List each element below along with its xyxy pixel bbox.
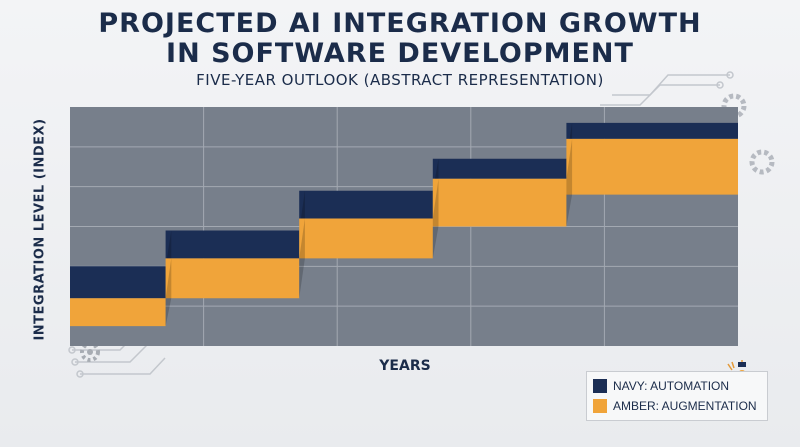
series-layer [70, 122, 738, 327]
step-riser-shadow [432, 178, 439, 259]
legend-swatch-amber [593, 399, 607, 413]
legend-label-augmentation: AMBER: AUGMENTATION [613, 399, 757, 413]
legend-label-automation: NAVY: AUTOMATION [613, 379, 730, 393]
step-riser-shadow [299, 218, 305, 299]
chart-title-line2: IN SOFTWARE DEVELOPMENT [166, 38, 634, 69]
legend-item-automation: NAVY: AUTOMATION [593, 376, 761, 396]
circuit-decoration-right [600, 71, 734, 106]
step-riser-shadow [566, 138, 573, 227]
x-axis-label: YEARS [379, 358, 431, 374]
chart-title-line1: PROJECTED AI INTEGRATION GROWTH [98, 8, 702, 39]
series-automation-band [70, 122, 738, 299]
legend-swatch-navy [593, 379, 607, 393]
y-axis-label: INTEGRATION LEVEL (INDEX) [32, 118, 48, 341]
series-augmentation-band [70, 138, 738, 327]
step-riser-shadow [165, 258, 172, 327]
legend-item-augmentation: AMBER: AUGMENTATION [593, 396, 761, 416]
chart-subtitle: FIVE-YEAR OUTLOOK (ABSTRACT REPRESENTATI… [196, 71, 604, 89]
legend: NAVY: AUTOMATION AMBER: AUGMENTATION [586, 371, 768, 421]
